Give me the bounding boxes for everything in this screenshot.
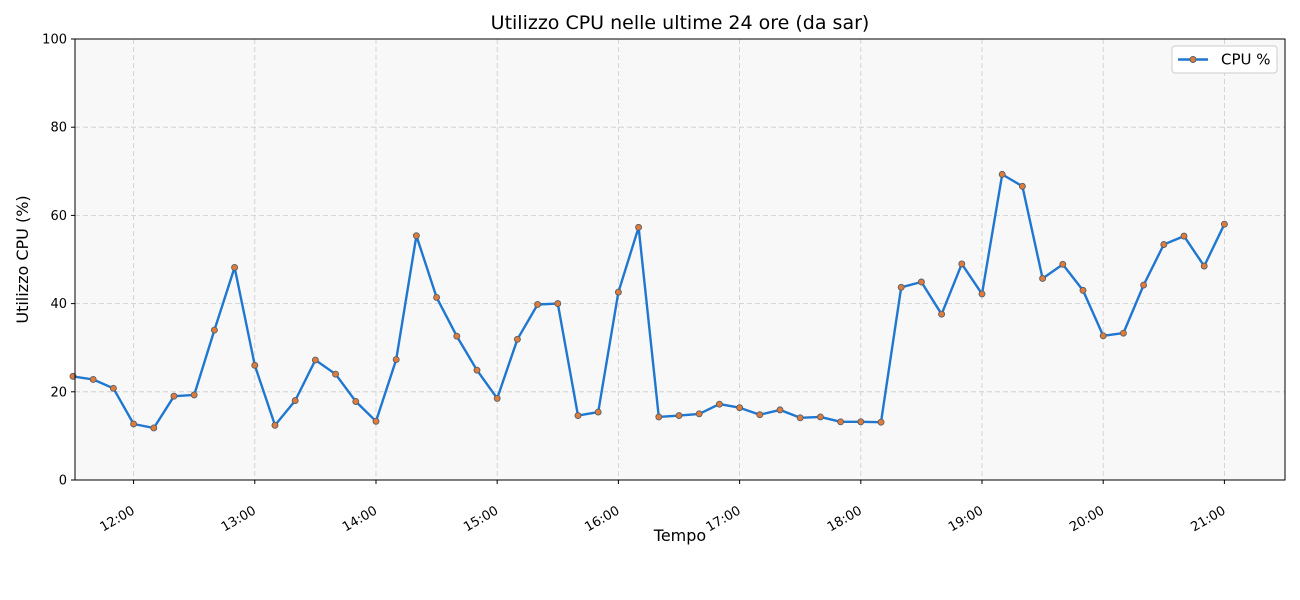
data-point xyxy=(130,420,138,428)
data-point xyxy=(1160,241,1168,248)
data-point xyxy=(736,404,744,412)
legend-marker-swatch xyxy=(1189,56,1197,63)
legend: CPU % xyxy=(1171,45,1278,74)
data-point xyxy=(89,376,97,383)
data-point xyxy=(1018,182,1026,190)
x-tick-label: 16:00 xyxy=(582,503,622,535)
data-point xyxy=(372,417,380,425)
data-point xyxy=(756,411,764,419)
plot-area xyxy=(75,39,1285,480)
y-tick-label: 100 xyxy=(42,33,67,48)
x-axis-title: Tempo xyxy=(653,526,706,545)
data-point xyxy=(190,391,198,399)
data-point xyxy=(594,408,602,416)
data-point xyxy=(392,356,400,364)
data-point xyxy=(776,406,784,414)
data-point xyxy=(271,421,279,429)
data-point xyxy=(796,414,804,422)
legend-label: CPU % xyxy=(1221,51,1271,69)
data-point xyxy=(917,278,925,286)
data-point xyxy=(635,223,643,231)
data-point xyxy=(877,418,885,426)
data-point xyxy=(291,397,299,405)
legend-box xyxy=(1171,45,1278,74)
data-point xyxy=(574,412,582,420)
data-point xyxy=(978,290,986,298)
data-point xyxy=(69,372,77,380)
data-point xyxy=(554,300,562,308)
x-tick-label: 14:00 xyxy=(340,503,380,535)
plot-frame xyxy=(74,38,1286,481)
y-axis-title: Utilizzo CPU (%) xyxy=(13,195,32,323)
data-point xyxy=(493,394,501,402)
data-point xyxy=(837,418,845,426)
data-point xyxy=(412,232,420,240)
data-point xyxy=(1039,275,1047,282)
series-layer xyxy=(69,170,1228,432)
data-point xyxy=(938,310,946,318)
data-point xyxy=(715,400,723,408)
data-point xyxy=(1200,262,1208,270)
data-point xyxy=(311,356,319,364)
data-point xyxy=(170,392,178,400)
data-point xyxy=(655,413,663,421)
data-point xyxy=(897,283,905,291)
data-point xyxy=(1180,232,1188,240)
x-tick-label: 21:00 xyxy=(1188,503,1228,535)
x-tick-label: 20:00 xyxy=(1067,503,1107,535)
data-point xyxy=(857,418,865,426)
y-axis-ticks: 0 20 40 60 80 100 xyxy=(42,33,75,489)
data-point xyxy=(1119,329,1127,337)
x-tick-label: 18:00 xyxy=(825,503,865,535)
data-point xyxy=(251,361,259,369)
data-point xyxy=(998,170,1006,178)
chart-title: Utilizzo CPU nelle ultime 24 ore (da sar… xyxy=(491,12,870,34)
x-tick-label: 15:00 xyxy=(461,503,501,535)
data-point xyxy=(1059,260,1067,268)
data-point xyxy=(332,370,340,378)
data-point xyxy=(150,424,158,432)
x-tick-label: 17:00 xyxy=(704,503,744,535)
data-point xyxy=(210,326,218,334)
data-point xyxy=(958,260,966,268)
data-point xyxy=(433,293,441,301)
data-point xyxy=(816,413,824,421)
y-tick-label: 0 xyxy=(59,474,67,489)
data-point xyxy=(1099,332,1107,340)
x-tick-label: 19:00 xyxy=(946,503,986,535)
data-point xyxy=(109,384,117,392)
data-point xyxy=(352,398,360,405)
data-point xyxy=(695,410,703,418)
data-point xyxy=(453,332,461,340)
data-point xyxy=(534,301,542,308)
data-point xyxy=(1220,220,1228,228)
data-point xyxy=(513,335,521,343)
data-point xyxy=(473,366,481,374)
data-point xyxy=(675,412,683,420)
data-point xyxy=(1140,281,1148,289)
x-tick-label: 12:00 xyxy=(98,503,138,535)
data-point xyxy=(614,288,622,296)
y-tick-label: 20 xyxy=(50,385,67,400)
series-line xyxy=(72,173,1226,430)
grid-lines xyxy=(75,39,1285,480)
data-point xyxy=(1079,286,1087,294)
x-tick-label: 13:00 xyxy=(219,503,259,535)
y-tick-label: 60 xyxy=(50,209,67,224)
y-tick-label: 80 xyxy=(50,121,67,136)
y-tick-label: 40 xyxy=(50,297,67,312)
data-point xyxy=(231,263,239,271)
